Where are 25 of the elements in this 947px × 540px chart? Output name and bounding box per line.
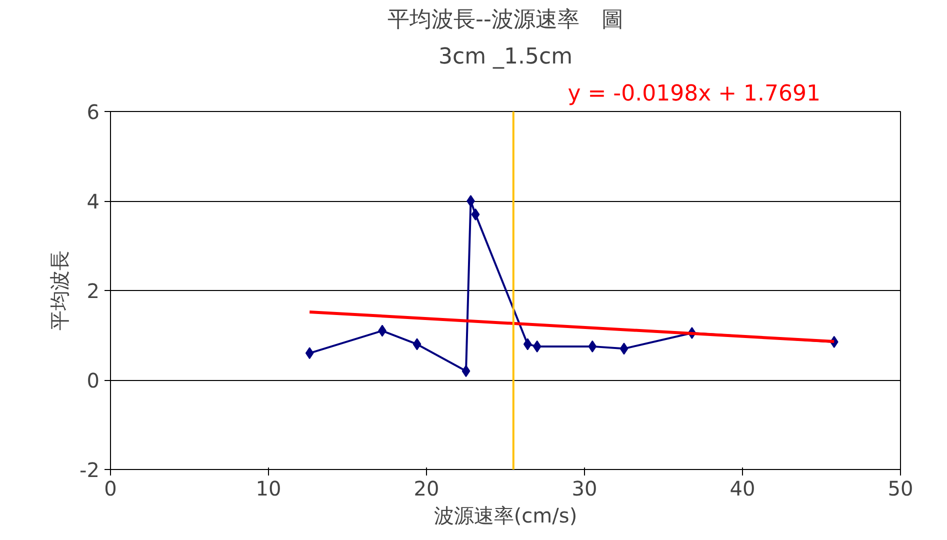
point — [532, 340, 542, 352]
point — [620, 342, 628, 355]
point — [466, 195, 475, 207]
x-tick-label: 40 — [730, 476, 756, 500]
x-tick-label: 30 — [572, 476, 598, 500]
y-tick-label: 0 — [86, 368, 100, 392]
x-tick-label: 10 — [256, 476, 282, 500]
chart-subtitle: 3cm _1.5cm — [438, 44, 573, 70]
y-tick-label: 4 — [86, 190, 100, 214]
point — [305, 347, 314, 360]
chart-title: 平均波長--波源速率 圖 — [388, 8, 624, 32]
point — [523, 338, 532, 350]
y-tick-label: 2 — [86, 279, 100, 303]
y-tick-label: 6 — [86, 100, 100, 124]
x-tick-label: 20 — [414, 476, 440, 500]
point — [588, 340, 597, 352]
text: y = -0.0198x + 1.7691 — [568, 82, 821, 106]
y-axis-title: 平均波長 — [48, 250, 72, 330]
point — [412, 338, 422, 350]
x-tick-label: 0 — [104, 476, 117, 500]
y-tick-label: -2 — [80, 458, 100, 482]
x-axis-title: 波源速率(cm/s) — [434, 504, 578, 528]
x-tick-label: 50 — [888, 476, 914, 500]
point — [462, 365, 470, 378]
point — [471, 208, 480, 220]
